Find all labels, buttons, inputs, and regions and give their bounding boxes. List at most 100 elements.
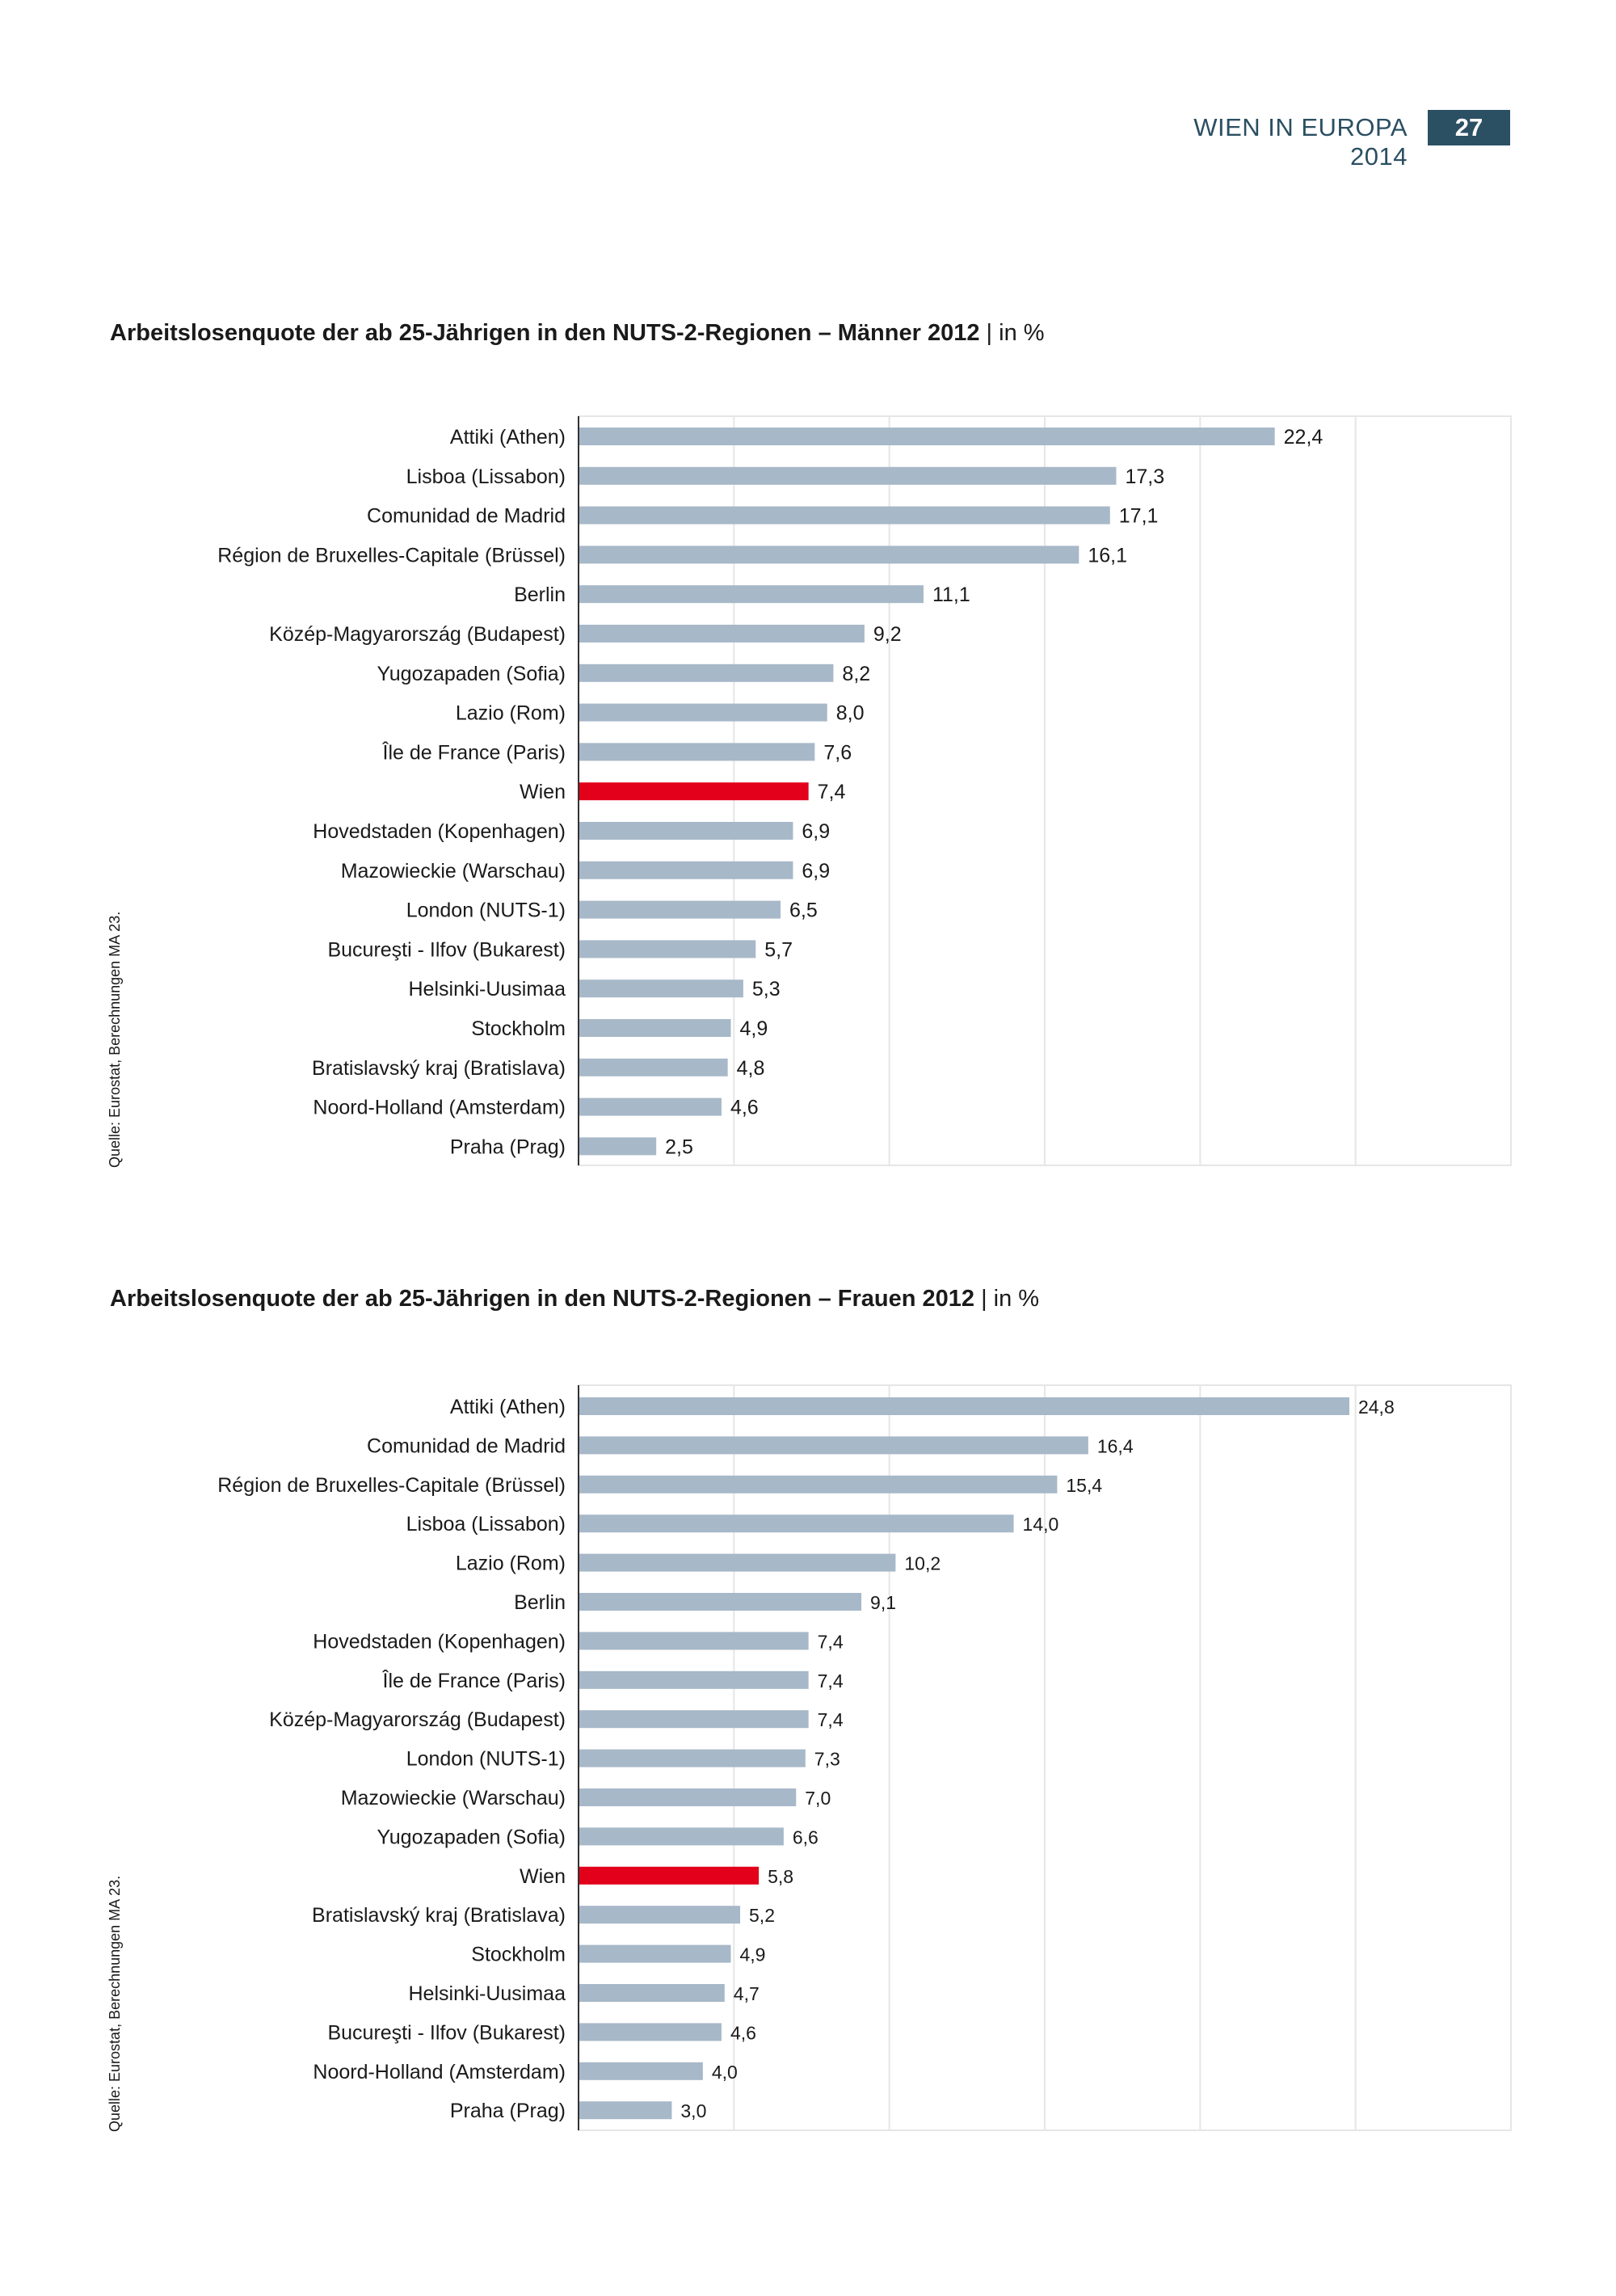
category-label: Noord-Holland (Amsterdam) <box>313 2061 566 2083</box>
category-label: Lisboa (Lissabon) <box>406 1513 566 1536</box>
category-label: Közép-Magyarország (Budapest) <box>269 623 566 646</box>
value-label: 4,6 <box>730 1097 759 1119</box>
value-label: 17,3 <box>1125 466 1164 488</box>
chart-1-men: Attiki (Athen) 22,4 Lisboa (Lissabon) 17,3 C… <box>217 415 1512 1166</box>
bar <box>579 1906 741 1924</box>
value-label: 7,4 <box>818 1709 844 1730</box>
value-label: 4,0 <box>712 2062 738 2083</box>
value-label: 4,9 <box>739 1944 765 1965</box>
category-label: Helsinki-Uusimaa <box>409 978 566 1001</box>
bar <box>579 703 827 722</box>
bar-highlight <box>579 1866 760 1885</box>
page-number: 27 <box>1428 110 1510 145</box>
category-label: Mazowieckie (Warschau) <box>341 1787 566 1809</box>
value-label: 5,7 <box>764 938 793 961</box>
value-label: 7,0 <box>805 1788 831 1809</box>
value-label: 5,2 <box>749 1905 775 1926</box>
value-label: 17,1 <box>1119 505 1159 528</box>
value-label: 24,8 <box>1358 1397 1395 1418</box>
value-label: 4,6 <box>730 2022 756 2043</box>
value-label: 11,1 <box>932 583 970 606</box>
value-label: 7,6 <box>823 741 852 764</box>
category-label: Helsinki-Uusimaa <box>409 1982 566 2005</box>
value-label: 5,3 <box>752 978 781 1001</box>
bar <box>579 1097 722 1116</box>
bar <box>579 1710 809 1729</box>
value-label: 6,6 <box>793 1826 819 1847</box>
bar <box>579 2062 703 2080</box>
category-label: Lisboa (Lissabon) <box>406 466 566 488</box>
value-label: 3,0 <box>680 2100 706 2121</box>
bar <box>579 1553 896 1572</box>
bar <box>579 1944 731 1963</box>
bar <box>579 1515 1014 1533</box>
value-label: 6,9 <box>802 860 830 883</box>
category-label: Région de Bruxelles-Capitale (Brüssel) <box>217 1474 566 1497</box>
category-label: Közép-Magyarország (Budapest) <box>269 1708 566 1731</box>
bar <box>579 466 1117 485</box>
category-label: Praha (Prag) <box>450 1135 566 1158</box>
category-label: Stockholm <box>471 1944 566 1966</box>
bar <box>579 940 756 958</box>
value-label: 7,4 <box>818 1631 844 1652</box>
bar <box>579 1788 797 1806</box>
value-label: 8,0 <box>836 702 865 725</box>
category-label: Yugozapaden (Sofia) <box>377 1826 566 1848</box>
chart-2-title: Arbeitslosenquote der ab 25-Jährigen in … <box>110 1286 1039 1312</box>
category-label: Stockholm <box>471 1017 566 1040</box>
value-label: 7,3 <box>814 1749 840 1770</box>
bar <box>579 546 1079 564</box>
category-label: Bucureşti - Ilfov (Bukarest) <box>327 938 566 961</box>
category-label: Lazio (Rom) <box>456 702 566 725</box>
bar <box>579 1397 1349 1415</box>
category-label: Noord-Holland (Amsterdam) <box>313 1097 566 1119</box>
value-label: 5,8 <box>768 1866 793 1887</box>
category-label: Attiki (Athen) <box>450 426 566 449</box>
value-label: 7,4 <box>818 1670 844 1691</box>
category-label: Yugozapaden (Sofia) <box>377 663 566 685</box>
value-label: 6,5 <box>789 899 818 922</box>
bar <box>579 506 1110 524</box>
category-label: Île de France (Paris) <box>382 1669 566 1692</box>
category-label: Berlin <box>514 1591 566 1614</box>
bar <box>579 1593 862 1611</box>
value-label: 22,4 <box>1284 426 1324 449</box>
value-label: 4,9 <box>739 1017 768 1040</box>
bar <box>579 979 743 998</box>
bar-highlight <box>579 782 809 801</box>
category-label: Comunidad de Madrid <box>367 505 566 528</box>
value-label: 8,2 <box>842 663 870 685</box>
chart-1-unit: | in % <box>986 320 1045 346</box>
bar <box>579 743 815 761</box>
category-label: Île de France (Paris) <box>382 740 566 764</box>
value-label: 7,4 <box>818 781 846 803</box>
bar <box>579 900 781 919</box>
category-label: Wien <box>520 781 566 803</box>
category-label: London (NUTS-1) <box>406 1748 566 1771</box>
chart-1-title-text: Arbeitslosenquote der ab 25-Jährigen in … <box>110 320 980 346</box>
bar <box>579 1749 806 1767</box>
bar <box>579 1670 809 1689</box>
bar <box>579 1019 731 1037</box>
category-label: Praha (Prag) <box>450 2100 566 2122</box>
bar <box>579 1475 1058 1493</box>
bar <box>579 585 924 604</box>
value-label: 15,4 <box>1066 1475 1102 1496</box>
value-label: 4,7 <box>734 1983 760 2004</box>
bar <box>579 1436 1088 1455</box>
bar <box>579 1058 728 1076</box>
chart-2-women: Attiki (Athen) 24,8 Comunidad de Madrid 16,… <box>217 1384 1512 2131</box>
value-label: 6,9 <box>802 820 830 843</box>
category-label: Région de Bruxelles-Capitale (Brüssel) <box>217 544 566 567</box>
bar <box>579 1984 725 2002</box>
chart-2-unit: | in % <box>981 1286 1040 1312</box>
bar <box>579 2101 672 2120</box>
value-label: 9,1 <box>870 1592 896 1613</box>
bar <box>579 2023 722 2041</box>
category-label: London (NUTS-1) <box>406 899 566 922</box>
value-label: 10,2 <box>904 1553 941 1574</box>
category-label: Hovedstaden (Kopenhagen) <box>313 1630 566 1653</box>
category-label: Lazio (Rom) <box>456 1552 566 1575</box>
category-label: Attiki (Athen) <box>450 1396 566 1418</box>
bar <box>579 664 834 682</box>
